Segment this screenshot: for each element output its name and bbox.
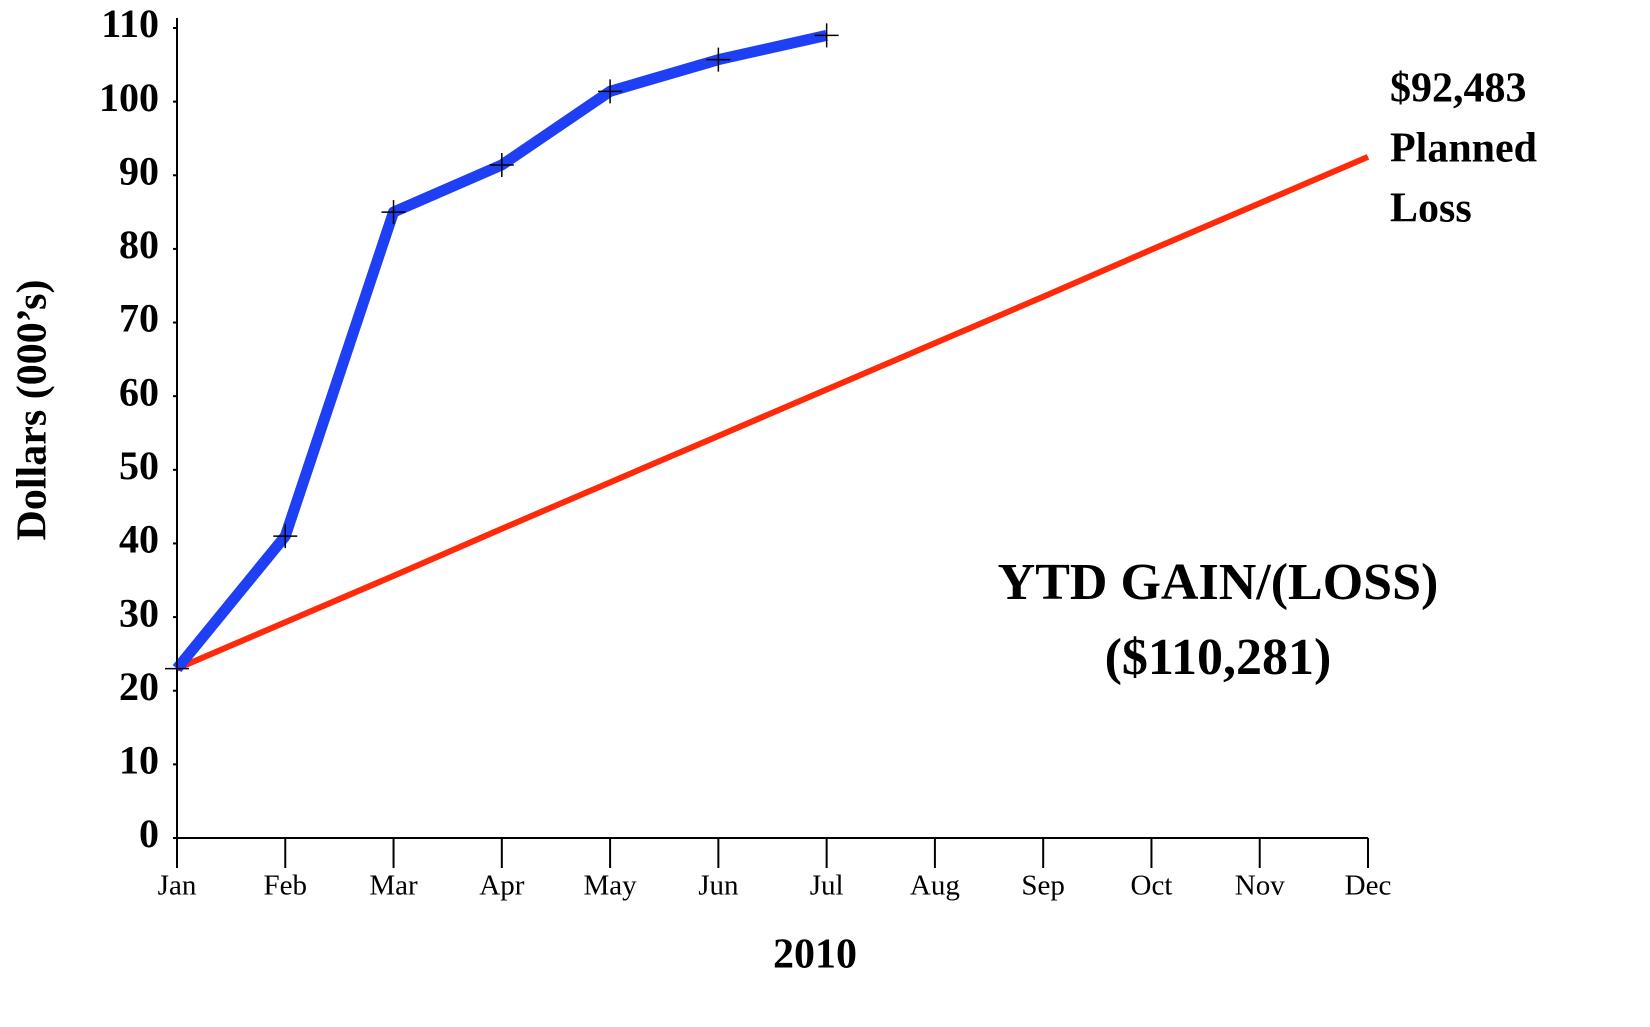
x-tick-label: Jul (810, 870, 844, 902)
y-tick-label: 110 (101, 1, 159, 46)
x-tick-label: May (584, 870, 638, 902)
y-tick-label: 80 (119, 222, 159, 267)
x-tick-label: Jun (698, 870, 739, 902)
x-tick-label: Sep (1021, 870, 1065, 902)
y-tick-label: 70 (119, 296, 159, 341)
marker (273, 524, 298, 549)
marker (489, 152, 514, 177)
x-tick-label: Aug (910, 870, 960, 902)
marker (381, 200, 406, 225)
x-tick-label: Oct (1131, 870, 1173, 902)
x-axis-label: 2010 (773, 932, 857, 978)
y-tick-label: 40 (119, 517, 159, 562)
marker (814, 23, 839, 48)
line (172, 29, 828, 673)
annotation: Planned (1390, 126, 1537, 172)
marker (706, 47, 731, 72)
annotation: ($110,281) (1105, 629, 1332, 686)
x-tick-label: Nov (1235, 870, 1285, 902)
x-tick-label: Apr (479, 870, 524, 902)
y-tick-label: 30 (119, 590, 159, 635)
annotation: YTD GAIN/(LOSS) (998, 554, 1439, 611)
y-tick-label: 10 (119, 738, 159, 783)
y-tick-label: 100 (99, 75, 159, 120)
annotation: Loss (1390, 186, 1472, 232)
marker (598, 79, 623, 104)
x-tick-label: Jan (158, 870, 197, 902)
y-tick-label: 90 (119, 148, 159, 193)
line (175, 154, 1370, 672)
x-tick-label: Dec (1345, 870, 1392, 902)
marker (165, 656, 189, 681)
y-tick-label: 0 (139, 811, 159, 856)
y-tick-label: 60 (119, 369, 159, 414)
y-axis-label: Dollars (000’s) (10, 280, 56, 541)
x-tick-label: Mar (369, 870, 418, 902)
y-tick-label: 50 (119, 443, 159, 488)
x-tick-label: Feb (264, 870, 308, 902)
annotation: $92,483 (1390, 66, 1527, 112)
y-tick-label: 20 (119, 664, 159, 709)
